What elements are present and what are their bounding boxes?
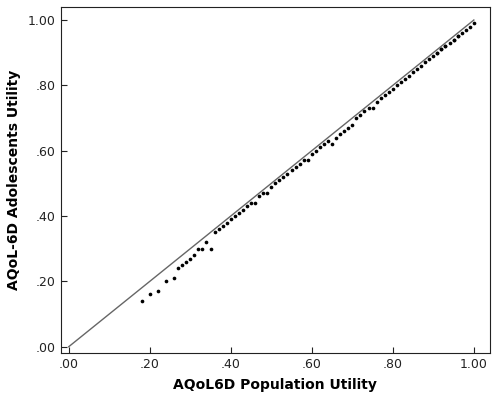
Point: [243, 203, 251, 209]
Point: [308, 151, 316, 157]
Point: [389, 85, 397, 92]
Point: [454, 33, 462, 40]
Point: [178, 262, 186, 268]
Point: [348, 121, 356, 128]
Point: [267, 184, 275, 190]
Point: [194, 245, 202, 252]
Point: [207, 245, 215, 252]
Point: [369, 105, 377, 111]
Point: [433, 49, 441, 56]
Point: [450, 36, 458, 43]
Point: [312, 148, 320, 154]
Point: [470, 20, 478, 26]
Point: [182, 259, 190, 265]
Point: [360, 108, 368, 115]
Point: [417, 63, 425, 69]
Point: [304, 157, 312, 164]
Point: [259, 190, 267, 196]
Point: [162, 278, 170, 284]
Point: [320, 141, 328, 147]
Point: [279, 174, 287, 180]
Point: [437, 46, 445, 53]
Point: [215, 226, 223, 232]
Point: [247, 200, 255, 206]
Point: [263, 190, 271, 196]
Point: [364, 105, 372, 111]
Point: [328, 141, 336, 147]
Point: [288, 167, 296, 174]
Point: [239, 206, 247, 213]
Point: [401, 76, 409, 82]
Point: [441, 43, 449, 49]
Point: [154, 288, 162, 294]
Point: [450, 36, 458, 43]
Point: [316, 144, 324, 150]
Point: [231, 213, 239, 219]
Point: [190, 252, 198, 259]
Point: [336, 131, 344, 138]
Point: [441, 43, 449, 49]
Point: [300, 157, 308, 164]
Point: [377, 95, 385, 102]
Point: [381, 92, 389, 98]
Point: [340, 128, 348, 134]
Point: [283, 170, 291, 177]
Y-axis label: AQoL-6D Adolescents Utility: AQoL-6D Adolescents Utility: [7, 70, 21, 290]
Point: [202, 239, 210, 245]
Point: [296, 160, 304, 167]
Point: [433, 49, 441, 56]
Point: [454, 33, 462, 40]
Point: [421, 59, 429, 66]
Point: [385, 89, 393, 95]
Point: [413, 66, 421, 72]
Point: [211, 229, 219, 235]
Point: [251, 200, 259, 206]
Point: [405, 72, 413, 79]
Point: [409, 69, 417, 75]
Point: [275, 177, 283, 183]
X-axis label: AQoL6D Population Utility: AQoL6D Population Utility: [173, 378, 377, 392]
Point: [437, 46, 445, 53]
Point: [186, 255, 194, 262]
Point: [393, 82, 401, 89]
Point: [138, 298, 146, 304]
Point: [292, 164, 300, 170]
Point: [344, 124, 352, 131]
Point: [170, 275, 178, 281]
Point: [466, 24, 474, 30]
Point: [356, 112, 364, 118]
Point: [352, 115, 360, 121]
Point: [458, 30, 466, 36]
Point: [446, 40, 454, 46]
Point: [462, 27, 470, 33]
Point: [219, 223, 227, 229]
Point: [255, 193, 263, 200]
Point: [227, 216, 235, 223]
Point: [146, 291, 154, 298]
Point: [397, 79, 405, 85]
Point: [324, 138, 332, 144]
Point: [425, 56, 433, 62]
Point: [271, 180, 279, 187]
Point: [223, 219, 231, 226]
Point: [373, 99, 381, 105]
Point: [235, 209, 243, 216]
Point: [174, 265, 182, 271]
Point: [198, 245, 206, 252]
Point: [429, 53, 437, 59]
Point: [332, 134, 340, 141]
